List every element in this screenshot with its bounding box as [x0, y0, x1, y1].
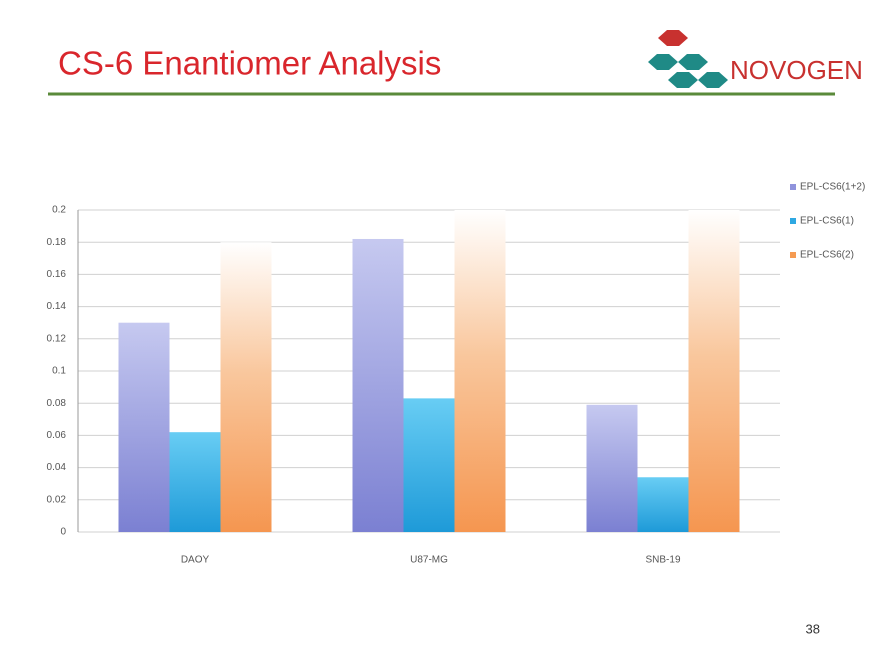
y-tick-label: 0 — [60, 527, 66, 538]
bar — [169, 432, 221, 532]
logo — [648, 30, 728, 88]
y-tick-label: 0.12 — [47, 333, 67, 344]
legend-swatch — [790, 252, 796, 258]
x-tick-label: U87-MG — [410, 555, 448, 566]
legend-label: EPL-CS6(1) — [800, 216, 854, 227]
legend-label: EPL-CS6(2) — [800, 250, 854, 261]
logo-text: NOVOGEN — [730, 55, 863, 85]
y-tick-label: 0.08 — [47, 398, 67, 409]
bar — [637, 477, 689, 532]
legend-label: EPL-CS6(1+2) — [800, 182, 865, 193]
bar — [403, 398, 455, 532]
slide-title: CS-6 Enantiomer Analysis — [58, 45, 441, 82]
y-tick-label: 0.14 — [47, 301, 67, 312]
bar — [352, 238, 404, 533]
x-tick-label: SNB-19 — [645, 555, 680, 566]
y-tick-label: 0.02 — [47, 494, 67, 505]
bar — [454, 210, 506, 532]
y-tick-label: 0.06 — [47, 430, 67, 441]
legend-swatch — [790, 218, 796, 224]
bar — [688, 210, 740, 532]
bar — [586, 404, 638, 532]
bar — [118, 322, 170, 532]
page-number: 38 — [806, 621, 820, 636]
legend-swatch — [790, 184, 796, 190]
bar — [220, 242, 272, 532]
y-tick-label: 0.16 — [47, 269, 67, 280]
y-tick-label: 0.04 — [47, 462, 67, 473]
y-tick-label: 0.18 — [47, 237, 67, 248]
x-tick-label: DAOY — [181, 555, 210, 566]
y-tick-label: 0.1 — [52, 366, 66, 377]
chart: 0 0.02 0.04 0.06 0.08 0.1 0.12 0.14 0.16 0.18 0.2 D… — [47, 182, 866, 566]
y-tick-label: 0.2 — [52, 205, 66, 216]
